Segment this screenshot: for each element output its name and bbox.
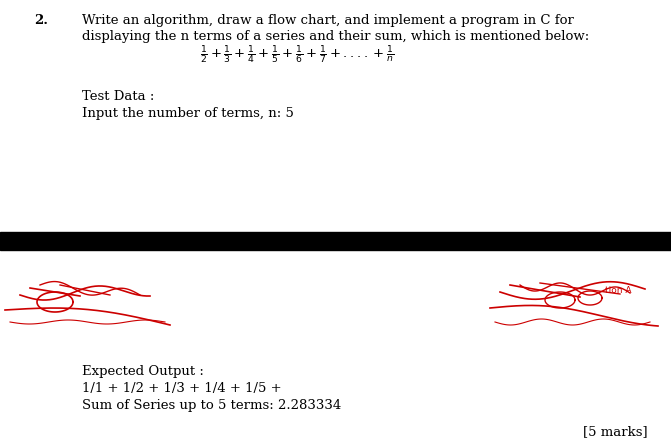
Text: Expected Output :: Expected Output : (82, 365, 204, 378)
Text: Sum of Series up to 5 terms: 2.283334: Sum of Series up to 5 terms: 2.283334 (82, 399, 342, 412)
Text: 2.: 2. (34, 14, 48, 27)
Text: tion A: tion A (605, 286, 631, 295)
Text: Write an algorithm, draw a flow chart, and implement a program in C for: Write an algorithm, draw a flow chart, a… (82, 14, 574, 27)
Text: $\frac{1}{2} + \frac{1}{3}+\frac{1}{4} + \frac{1}{5} + \frac{1}{6}+\frac{1}{7} +: $\frac{1}{2} + \frac{1}{3}+\frac{1}{4} +… (200, 44, 395, 66)
Text: Test Data :: Test Data : (82, 90, 154, 103)
Text: displaying the n terms of a series and their sum, which is mentioned below:: displaying the n terms of a series and t… (82, 30, 589, 43)
Text: Input the number of terms, n: 5: Input the number of terms, n: 5 (82, 107, 294, 120)
Bar (0, 232, 671, 250)
Text: [5 marks]: [5 marks] (583, 425, 648, 438)
Text: 1/1 + 1/2 + 1/3 + 1/4 + 1/5 +: 1/1 + 1/2 + 1/3 + 1/4 + 1/5 + (82, 382, 282, 395)
